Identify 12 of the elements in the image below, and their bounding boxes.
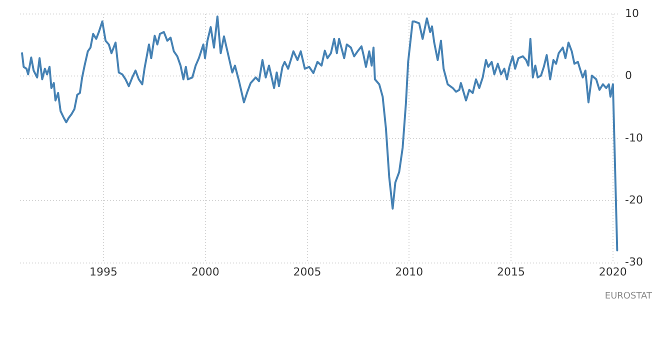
- text: EUROSTAT: [604, 291, 652, 302]
- x-tick-label: 2015: [497, 265, 526, 278]
- x-tick-label: 1995: [90, 265, 118, 278]
- x-tick-label: 2020: [598, 265, 627, 278]
- y-tick-label: -20: [625, 193, 643, 206]
- y-tick-label: -30: [625, 256, 643, 269]
- x-tick-label: 2005: [293, 265, 322, 278]
- y-tick-label: -10: [625, 131, 643, 144]
- y-tick-label: 10: [625, 6, 640, 20]
- y-tick-label: 0: [625, 69, 632, 82]
- x-tick-label: 2000: [191, 265, 220, 278]
- x-tick-label: 2010: [395, 265, 424, 278]
